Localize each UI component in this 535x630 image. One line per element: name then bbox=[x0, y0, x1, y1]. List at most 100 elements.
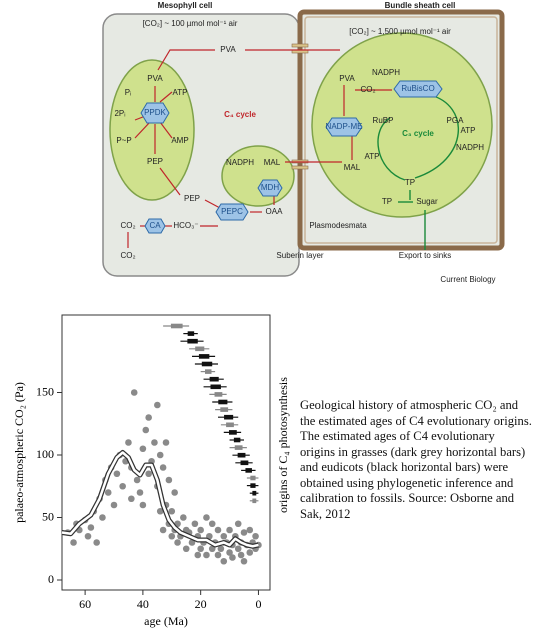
origin-bar bbox=[187, 338, 198, 344]
data-point bbox=[168, 507, 176, 515]
data-point bbox=[128, 495, 135, 503]
data-point bbox=[113, 470, 121, 478]
y-tick-label: 0 bbox=[48, 572, 54, 586]
data-point bbox=[139, 501, 147, 509]
data-point bbox=[194, 551, 202, 559]
diagram-label: CO₂ bbox=[360, 85, 375, 94]
data-point bbox=[133, 476, 141, 484]
data-point bbox=[237, 551, 245, 559]
diagram-label: CO₂ bbox=[120, 251, 135, 260]
data-point bbox=[168, 532, 176, 540]
data-point bbox=[142, 426, 150, 434]
y-axis-label: palaeo-atmospheric CO₂ (Pa) bbox=[12, 382, 26, 523]
origin-bar bbox=[218, 399, 228, 405]
diagram-label: NADPH bbox=[456, 143, 484, 152]
data-point bbox=[130, 389, 138, 396]
origin-bar bbox=[233, 437, 241, 443]
diagram-label: PEPC bbox=[221, 207, 243, 216]
curve bbox=[61, 451, 259, 548]
diagram-label: Plasmodesmata bbox=[309, 221, 367, 230]
y-tick-label: 150 bbox=[36, 384, 54, 398]
data-point bbox=[159, 464, 167, 471]
data-point bbox=[165, 476, 173, 484]
origin-bar bbox=[220, 407, 229, 412]
data-point bbox=[174, 539, 181, 546]
diagram-label: PVA bbox=[220, 45, 236, 54]
data-point bbox=[203, 551, 210, 559]
data-point bbox=[159, 526, 167, 534]
y-tick-label: 100 bbox=[36, 447, 54, 461]
data-point bbox=[87, 524, 95, 531]
diagram-label: Current Biology bbox=[440, 275, 495, 284]
chloroplast bbox=[311, 32, 493, 218]
chart: 60 40 20 0 0 50 100 150 age (Ma) palaeo-atmospher… bbox=[12, 314, 290, 628]
data-point bbox=[240, 557, 248, 565]
diagram-label: Export to sinks bbox=[399, 251, 451, 260]
data-point bbox=[136, 489, 144, 496]
x-tick-label: 40 bbox=[137, 597, 149, 611]
plot-frame bbox=[61, 314, 271, 591]
diagram-labels: Mesophyll cell Bundle sheath cell [CO₂] ~ … bbox=[114, 1, 495, 284]
origin-bar bbox=[234, 445, 243, 450]
diagram-label: CO₂ bbox=[120, 221, 135, 230]
chloroplast bbox=[221, 145, 295, 207]
data-point bbox=[104, 489, 112, 496]
x-tick-label: 60 bbox=[79, 597, 91, 611]
diagram-label: NADP-ME bbox=[326, 122, 363, 131]
x-axis-label: age (Ma) bbox=[144, 614, 188, 628]
data-point bbox=[145, 414, 152, 421]
diagram-label: C₄ cycle bbox=[224, 110, 256, 119]
diagram-label: NADPH bbox=[372, 68, 400, 77]
diagram-label: 2Pᵢ bbox=[114, 109, 125, 118]
data-point bbox=[191, 520, 199, 528]
diagram-label: PEP bbox=[147, 157, 163, 166]
origin-bar bbox=[250, 475, 256, 481]
diagram-label: CA bbox=[149, 221, 161, 230]
origin-bar bbox=[205, 369, 212, 374]
data-point bbox=[197, 526, 204, 534]
diagram-label: TP bbox=[405, 178, 415, 187]
data-point bbox=[119, 482, 126, 490]
diagram-label: ATP bbox=[461, 126, 476, 135]
diagram-label: C₃ cycle bbox=[402, 129, 434, 138]
diagram-label: ATP bbox=[365, 152, 380, 161]
diagram-label: [CO₂] ~ 100 µmol mol⁻¹ air bbox=[143, 19, 238, 28]
data-point bbox=[246, 549, 254, 556]
data-point bbox=[252, 532, 259, 540]
data-point bbox=[226, 549, 233, 556]
data-point bbox=[234, 545, 242, 553]
origin-bar bbox=[210, 384, 221, 390]
data-point bbox=[70, 539, 77, 546]
diagram-label: AMP bbox=[171, 136, 188, 145]
c3-cycle bbox=[377, 94, 460, 250]
x-tick-label: 0 bbox=[255, 597, 261, 611]
diagram-label: MAL bbox=[344, 163, 361, 172]
diagram-label: Mesophyll cell bbox=[158, 1, 213, 10]
diagram-label: Sugar bbox=[416, 197, 438, 206]
diagram-label: [CO₂] ~ 1,500 µmol mol⁻¹ air bbox=[349, 27, 451, 36]
diagram-label: MAL bbox=[264, 158, 281, 167]
origin-bar bbox=[195, 346, 205, 352]
diagram-label: PPDK bbox=[144, 108, 166, 117]
data-point bbox=[93, 539, 100, 546]
diagram-label: HCO₃⁻ bbox=[173, 221, 198, 230]
diagram-label: PGA bbox=[447, 116, 465, 125]
data-point bbox=[125, 439, 132, 446]
diagram-label: TP bbox=[382, 197, 392, 206]
diagram-label: RuBP bbox=[373, 116, 394, 125]
origin-bar bbox=[252, 498, 257, 504]
data-point bbox=[246, 526, 254, 534]
y-tick-label: 50 bbox=[42, 509, 54, 523]
data-point bbox=[151, 439, 158, 446]
diagram-label: RuBisCO bbox=[401, 84, 434, 93]
origin-bar bbox=[252, 490, 257, 496]
data-point bbox=[214, 526, 222, 534]
diagram-label: PEP bbox=[184, 194, 200, 203]
diagram-label: PVA bbox=[147, 74, 163, 83]
data-point bbox=[208, 520, 216, 528]
origin-bar bbox=[201, 361, 213, 367]
data-point bbox=[145, 470, 152, 478]
data-point bbox=[217, 545, 225, 553]
